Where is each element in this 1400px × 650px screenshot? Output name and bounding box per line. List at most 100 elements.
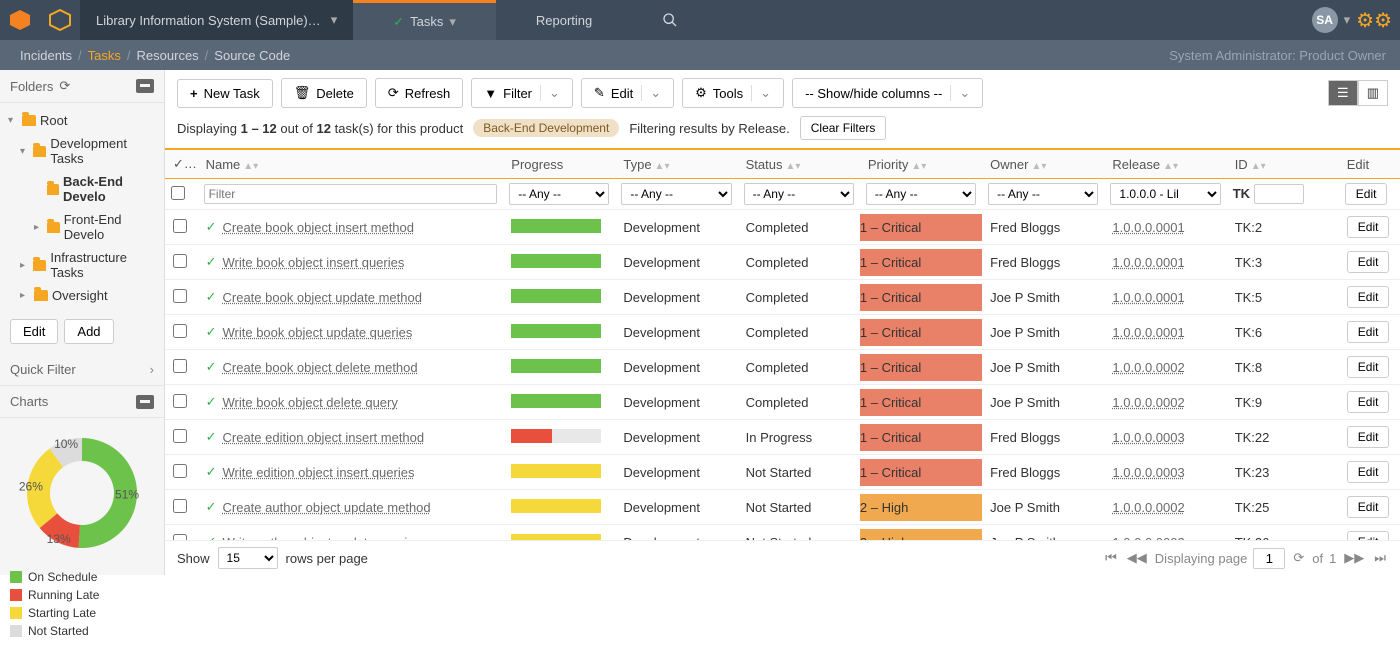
select-all-checkbox[interactable] [171,186,185,200]
progress-filter[interactable]: -- Any -- [509,183,609,205]
filter-button[interactable]: ▼Filter⌄ [471,78,573,108]
table-row[interactable]: ✓Create edition object insert methodDeve… [165,420,1400,455]
charts-header[interactable]: Charts [0,386,164,418]
task-name-link[interactable]: Write book object insert queries [223,255,405,270]
name-filter-input[interactable] [204,184,498,204]
board-view-button[interactable]: ▥ [1358,80,1388,106]
refresh-button[interactable]: ⟳Refresh [375,78,463,108]
col-status[interactable]: Status▲▾ [738,150,860,179]
row-checkbox[interactable] [173,219,187,233]
subnav-resources[interactable]: Resources [137,48,199,63]
table-row[interactable]: ✓Write author object update queriesDevel… [165,525,1400,541]
edit-button[interactable]: ✎Edit⌄ [581,78,674,108]
row-checkbox[interactable] [173,359,187,373]
release-link[interactable]: 1.0.0.0.0001 [1112,325,1184,340]
tree-backend[interactable]: Back-End Develo [6,170,158,208]
task-name-link[interactable]: Create author object update method [223,500,431,515]
row-checkbox[interactable] [173,464,187,478]
row-edit-button[interactable]: Edit [1347,426,1390,448]
table-row[interactable]: ✓Write book object insert queriesDevelop… [165,245,1400,280]
refresh-page-button[interactable]: ⟳ [1291,550,1306,566]
type-filter[interactable]: -- Any -- [621,183,731,205]
tree-root[interactable]: ▾Root [6,109,158,132]
first-page-button[interactable]: ⏮ [1103,550,1119,566]
release-link[interactable]: 1.0.0.0.0001 [1112,255,1184,270]
row-edit-button[interactable]: Edit [1347,496,1390,518]
release-link[interactable]: 1.0.0.0.0002 [1112,500,1184,515]
gear-icon[interactable]: ⚙⚙ [1356,8,1392,33]
tools-button[interactable]: ⚙Tools⌄ [682,78,784,108]
row-checkbox[interactable] [173,324,187,338]
row-checkbox[interactable] [173,499,187,513]
row-edit-button[interactable]: Edit [1347,531,1390,540]
table-row[interactable]: ✓Create book object delete methodDevelop… [165,350,1400,385]
row-edit-button[interactable]: Edit [1347,286,1390,308]
product-selector[interactable]: Library Information System (Sample)… ▾ [80,0,353,40]
subnav-incidents[interactable]: Incidents [20,48,72,63]
row-edit-button[interactable]: Edit [1347,321,1390,343]
owner-filter[interactable]: -- Any -- [988,183,1098,205]
nav-tasks[interactable]: ✓ Tasks ▾ [353,0,496,40]
list-view-button[interactable]: ☰ [1328,80,1358,106]
col-progress[interactable]: Progress [503,150,615,179]
status-filter[interactable]: -- Any -- [744,183,854,205]
row-checkbox[interactable] [173,394,187,408]
search-button[interactable] [632,0,708,40]
page-size-select[interactable]: 15 [218,547,278,569]
task-name-link[interactable]: Create book object update method [223,290,422,305]
release-link[interactable]: 1.0.0.0.0001 [1112,290,1184,305]
task-name-link[interactable]: Write edition object insert queries [223,465,415,480]
showhide-columns-button[interactable]: -- Show/hide columns --⌄ [792,78,983,108]
collapse-icon[interactable] [136,395,154,409]
subnav-source[interactable]: Source Code [214,48,290,63]
tree-frontend[interactable]: ▸Front-End Develo [6,208,158,246]
filter-badge[interactable]: Back-End Development [473,119,619,137]
table-row[interactable]: ✓Write edition object insert queriesDeve… [165,455,1400,490]
table-row[interactable]: ✓Create author object update methodDevel… [165,490,1400,525]
col-type[interactable]: Type▲▾ [615,150,737,179]
release-link[interactable]: 1.0.0.0.0001 [1112,220,1184,235]
table-row[interactable]: ✓Create book object update methodDevelop… [165,280,1400,315]
delete-button[interactable]: 🗑Delete [281,78,367,108]
prev-page-button[interactable]: ◀◀ [1125,550,1149,566]
col-name[interactable]: Name▲▾ [198,150,504,179]
col-priority[interactable]: Priority▲▾ [860,150,982,179]
row-checkbox[interactable] [173,429,187,443]
tree-dev-tasks[interactable]: ▾Development Tasks [6,132,158,170]
release-filter[interactable]: 1.0.0.0 - Lil [1110,183,1220,205]
release-link[interactable]: 1.0.0.0.0003 [1112,430,1184,445]
task-name-link[interactable]: Write book object update queries [223,325,413,340]
page-number-input[interactable] [1253,548,1285,569]
table-row[interactable]: ✓Write book object update queriesDevelop… [165,315,1400,350]
nav-reporting[interactable]: Reporting [496,0,632,40]
release-link[interactable]: 1.0.0.0.0002 [1112,395,1184,410]
last-page-button[interactable]: ⏭ [1372,550,1388,566]
table-row[interactable]: ✓Write book object delete queryDevelopme… [165,385,1400,420]
clear-filters-button[interactable]: Clear Filters [800,116,887,140]
filter-edit-button[interactable]: Edit [1345,183,1388,205]
table-row[interactable]: ✓Create book object insert methodDevelop… [165,210,1400,245]
folders-header[interactable]: Folders ⟳ [0,70,164,103]
refresh-icon[interactable]: ⟳ [59,78,70,94]
task-name-link[interactable]: Write book object delete query [223,395,398,410]
col-id[interactable]: ID▲▾ [1227,150,1339,179]
row-edit-button[interactable]: Edit [1347,216,1390,238]
row-edit-button[interactable]: Edit [1347,461,1390,483]
row-edit-button[interactable]: Edit [1347,356,1390,378]
next-page-button[interactable]: ▶▶ [1342,550,1366,566]
quickfilter-header[interactable]: Quick Filter › [0,354,164,386]
tree-oversight[interactable]: ▸Oversight [6,284,158,307]
release-link[interactable]: 1.0.0.0.0002 [1112,360,1184,375]
priority-filter[interactable]: -- Any -- [866,183,976,205]
col-release[interactable]: Release▲▾ [1104,150,1226,179]
add-folder-button[interactable]: Add [64,319,113,344]
id-filter-input[interactable] [1254,184,1304,204]
task-name-link[interactable]: Create edition object insert method [223,430,425,445]
row-edit-button[interactable]: Edit [1347,251,1390,273]
subnav-tasks[interactable]: Tasks [88,48,121,63]
collapse-icon[interactable] [136,79,154,93]
tree-infra[interactable]: ▸Infrastructure Tasks [6,246,158,284]
col-owner[interactable]: Owner▲▾ [982,150,1104,179]
row-checkbox[interactable] [173,289,187,303]
edit-folder-button[interactable]: Edit [10,319,58,344]
